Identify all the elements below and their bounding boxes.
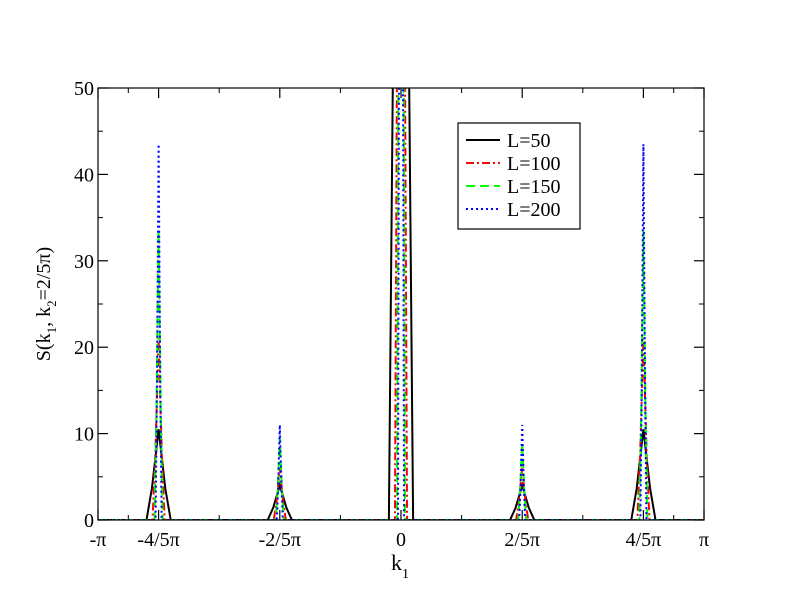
y-tick-label: 40 [74,164,94,186]
series-line-l-200 [98,88,704,520]
x-tick-label: 4/5π [626,529,662,551]
legend-label: L=150 [507,176,561,198]
legend-label: L=100 [507,153,561,175]
series-line-l-50 [98,88,704,520]
x-axis-title-main: k [391,550,402,575]
y-tick-label: 30 [74,251,94,273]
x-tick-label: -π [90,529,107,551]
x-axis-title: k1 [391,550,409,582]
legend-label: L=200 [507,199,561,221]
y-tick-label: 0 [84,510,94,532]
plot-area-background [98,88,704,520]
y-axis-title-part: S(k [33,333,55,361]
y-axis-title-sub1: 1 [44,327,59,334]
y-axis-title: S(k1, k2=2/5π) [33,247,59,361]
x-tick-label: -2/5π [259,529,301,551]
y-axis-title-sub2: 2 [44,300,59,307]
y-tick-label: 50 [74,78,94,100]
x-tick-label: 2/5π [504,529,540,551]
tick-labels: -π -4/5π -2/5π 0 2/5π 4/5π π 0 10 20 30 40 50 [74,78,709,551]
y-tick-label: 10 [74,424,94,446]
ticks-group [97,87,705,521]
legend-label: L=50 [507,130,551,152]
y-tick-label: 20 [74,337,94,359]
y-axis-title-part: =2/5π) [33,247,55,301]
x-tick-label: 0 [396,529,406,551]
x-axis-title-sub: 1 [402,567,409,582]
x-tick-label: π [699,529,709,551]
series-group [98,88,704,520]
x-tick-label: -4/5π [137,529,179,551]
y-axis-title-part: , k [33,307,55,327]
